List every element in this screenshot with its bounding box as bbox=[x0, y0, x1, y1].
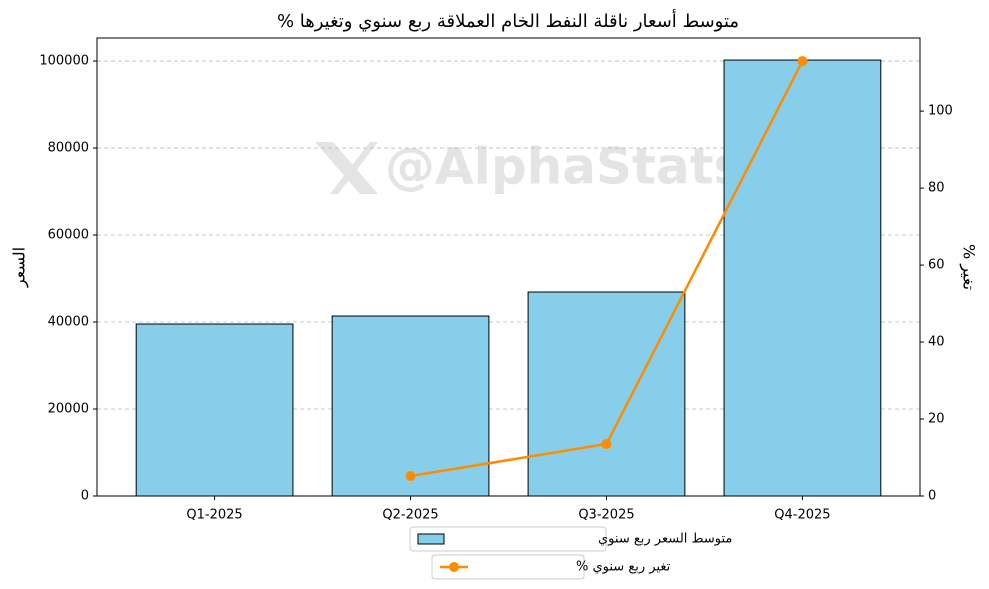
y-axis-label: السعر bbox=[10, 247, 30, 288]
y2-tick-label: 0 bbox=[928, 489, 936, 504]
x-tick-label: Q4-2025 bbox=[774, 508, 830, 523]
y2-tick-label: 40 bbox=[928, 335, 945, 350]
legend-box bbox=[409, 526, 607, 552]
y-tick-label: 100000 bbox=[39, 54, 89, 69]
legend-swatch-point bbox=[449, 562, 459, 572]
plot-frame bbox=[96, 37, 921, 497]
bar bbox=[527, 291, 686, 497]
watermark-logo bbox=[315, 142, 378, 194]
line-point bbox=[601, 439, 612, 450]
bar bbox=[723, 59, 882, 497]
y-tick-label: 80000 bbox=[48, 141, 89, 156]
watermark: @AlphaStats bbox=[385, 138, 743, 196]
y2-tick-label: 80 bbox=[928, 181, 945, 196]
line-point bbox=[405, 470, 416, 481]
x-tick-label: Q1-2025 bbox=[186, 508, 242, 523]
x-tick-label: Q2-2025 bbox=[382, 508, 438, 523]
bar bbox=[331, 315, 490, 497]
y2-tick-label: 100 bbox=[928, 104, 953, 119]
bar bbox=[135, 323, 294, 497]
legend-label: متوسط السعر ربع سنوي bbox=[598, 532, 732, 547]
y-tick-label: 0 bbox=[81, 489, 89, 504]
y-tick-label: 60000 bbox=[48, 228, 89, 243]
line-point bbox=[797, 56, 808, 67]
y-tick-label: 20000 bbox=[48, 402, 89, 417]
legend-box bbox=[431, 554, 585, 580]
y2-tick-label: 60 bbox=[928, 258, 945, 273]
chart-title: متوسط أسعار ناقلة النفط الخام العملاقة ر… bbox=[277, 9, 739, 32]
y-tick-label: 40000 bbox=[48, 315, 89, 330]
y2-tick-label: 20 bbox=[928, 412, 945, 427]
legend-label: تغير ربع سنوي % bbox=[576, 560, 671, 575]
legend-swatch bbox=[417, 533, 445, 545]
y2-axis-label: تغير % bbox=[959, 244, 979, 290]
x-tick-label: Q3-2025 bbox=[578, 508, 634, 523]
